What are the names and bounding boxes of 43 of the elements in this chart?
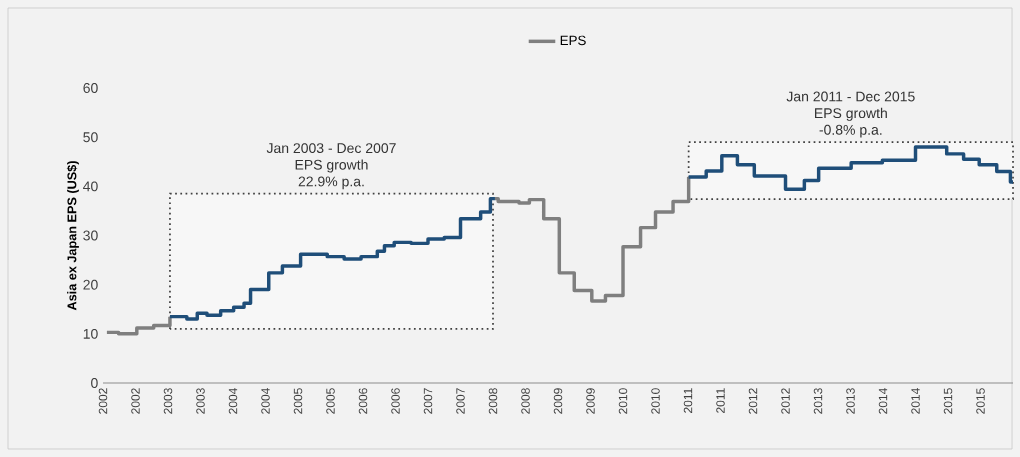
x-tick-label: 2004 <box>261 388 270 414</box>
x-tick-label: 2010 <box>618 388 628 414</box>
x-tick-label: 2015 <box>943 388 953 414</box>
y-tick-label: 20 <box>83 279 98 290</box>
x-tick-label: 2003 <box>196 388 205 414</box>
x-tick-label: 2009 <box>553 388 563 414</box>
x-tick-label: 2015 <box>976 388 985 414</box>
x-tick-label: 2007 <box>423 388 433 414</box>
x-tick-label: 2004 <box>228 388 238 414</box>
x-tick-label: 2008 <box>521 388 530 414</box>
x-tick-label: 2006 <box>358 388 368 414</box>
y-tick-label: 60 <box>83 83 98 93</box>
y-tick-label: 30 <box>83 230 98 241</box>
x-tick-label: 2014 <box>878 388 888 414</box>
y-tick-label: 10 <box>83 328 98 339</box>
x-tick-label: 2008 <box>488 388 498 414</box>
y-tick-label: 40 <box>83 181 98 192</box>
x-tick-label: 2011 <box>683 388 693 413</box>
annotation: -0.8% p.a. <box>819 124 882 138</box>
annotation: EPS growth <box>295 159 368 173</box>
x-tick-label: 2012 <box>748 388 758 414</box>
y-axis-title: Asia ex Japan EPS (US$) <box>66 161 79 311</box>
x-tick-label: 2009 <box>586 388 595 414</box>
x-tick-label: 2010 <box>651 388 660 414</box>
annotation: 22.9% p.a. <box>298 176 364 190</box>
x-tick-label: 2013 <box>846 388 855 414</box>
x-tick-label: 2006 <box>391 388 400 414</box>
band-label: Jan 2003 - Dec 2007 <box>266 143 396 154</box>
x-tick-label: 2007 <box>456 388 465 414</box>
y-tick-label: 50 <box>83 132 98 143</box>
x-tick-label: 2005 <box>293 388 303 414</box>
x-tick-label: 2012 <box>781 388 790 414</box>
x-tick-label: 2005 <box>326 388 335 414</box>
legend-label: EPS <box>560 35 586 46</box>
x-tick-label: 2014 <box>911 388 920 414</box>
x-tick-label: 2013 <box>813 388 823 414</box>
x-tick-label: 2002 <box>131 388 140 414</box>
band-label: Jan 2011 - Dec 2015 <box>786 91 915 102</box>
x-tick-label: 2011 <box>716 388 725 413</box>
x-tick-label: 2002 <box>98 388 108 414</box>
y-tick-label: 0 <box>91 378 98 388</box>
x-tick-label: 2003 <box>163 388 173 414</box>
annotation: EPS growth <box>815 107 887 121</box>
